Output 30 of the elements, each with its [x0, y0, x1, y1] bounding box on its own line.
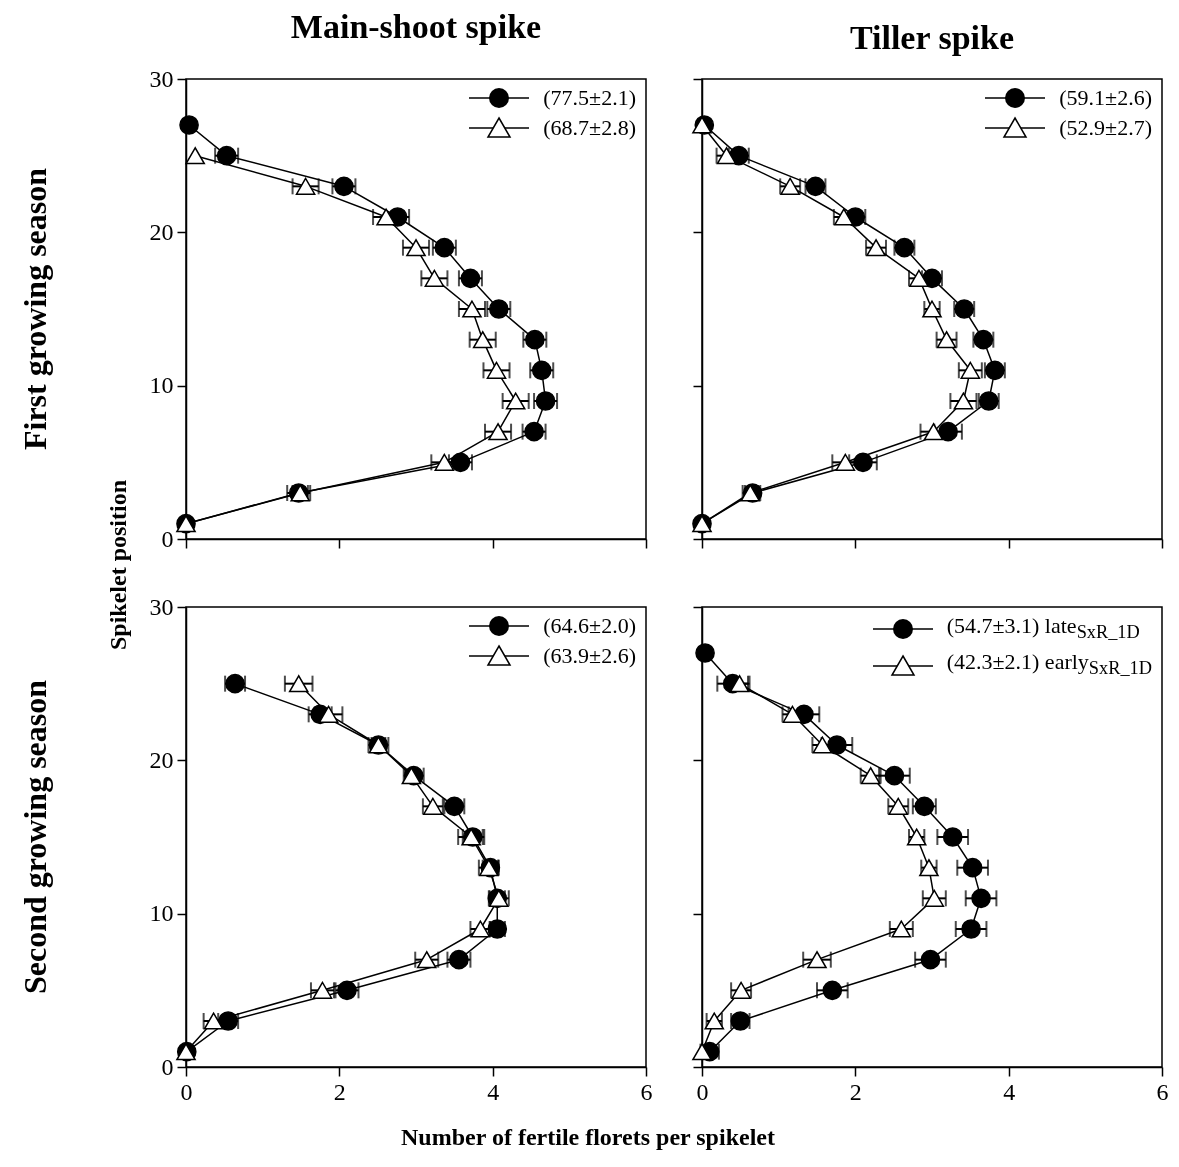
x-tick-label: 0 — [180, 1078, 193, 1105]
x-axis-title: Number of fertile florets per spikelet — [401, 1123, 775, 1151]
legend-label: (54.7±3.1) late$_{SxR_1D}$ — [946, 612, 1140, 645]
x-tick-label: 0 — [696, 1078, 709, 1105]
legend-label: (68.7±2.8) — [543, 114, 636, 142]
y-axis-title: Spikelet position — [104, 479, 132, 651]
x-tick-label: 2 — [333, 1078, 346, 1105]
text: First growing season — [16, 167, 54, 451]
x-tick-label: 4 — [487, 1078, 500, 1105]
legend-label: (42.3±2.1) early$_{SxR_1D}$ — [946, 648, 1152, 681]
y-tick-label: 0 — [161, 1053, 174, 1080]
x-tick-label: 6 — [1156, 1078, 1169, 1105]
legend-label: (64.6±2.0) — [543, 612, 636, 640]
legend-label: (59.1±2.6) — [1059, 84, 1152, 112]
y-tick-label: 10 — [149, 372, 174, 399]
y-tick-label: 20 — [149, 218, 174, 245]
legend-label: (52.9±2.7) — [1059, 114, 1152, 142]
y-tick-label: 10 — [149, 900, 174, 927]
x-tick-label: 6 — [640, 1078, 653, 1105]
text: Second growing season — [16, 679, 54, 995]
y-tick-label: 0 — [161, 525, 174, 552]
x-tick-label: 2 — [849, 1078, 862, 1105]
y-tick-label: 30 — [149, 593, 174, 620]
legend-label: (63.9±2.6) — [543, 642, 636, 670]
legend-label: (77.5±2.1) — [543, 84, 636, 112]
chart-title: Main-shoot spike — [290, 8, 542, 45]
y-tick-label: 20 — [149, 746, 174, 773]
chart-title: Tiller spike — [849, 19, 1015, 57]
y-tick-label: 30 — [149, 65, 174, 92]
x-tick-label: 4 — [1003, 1078, 1016, 1105]
